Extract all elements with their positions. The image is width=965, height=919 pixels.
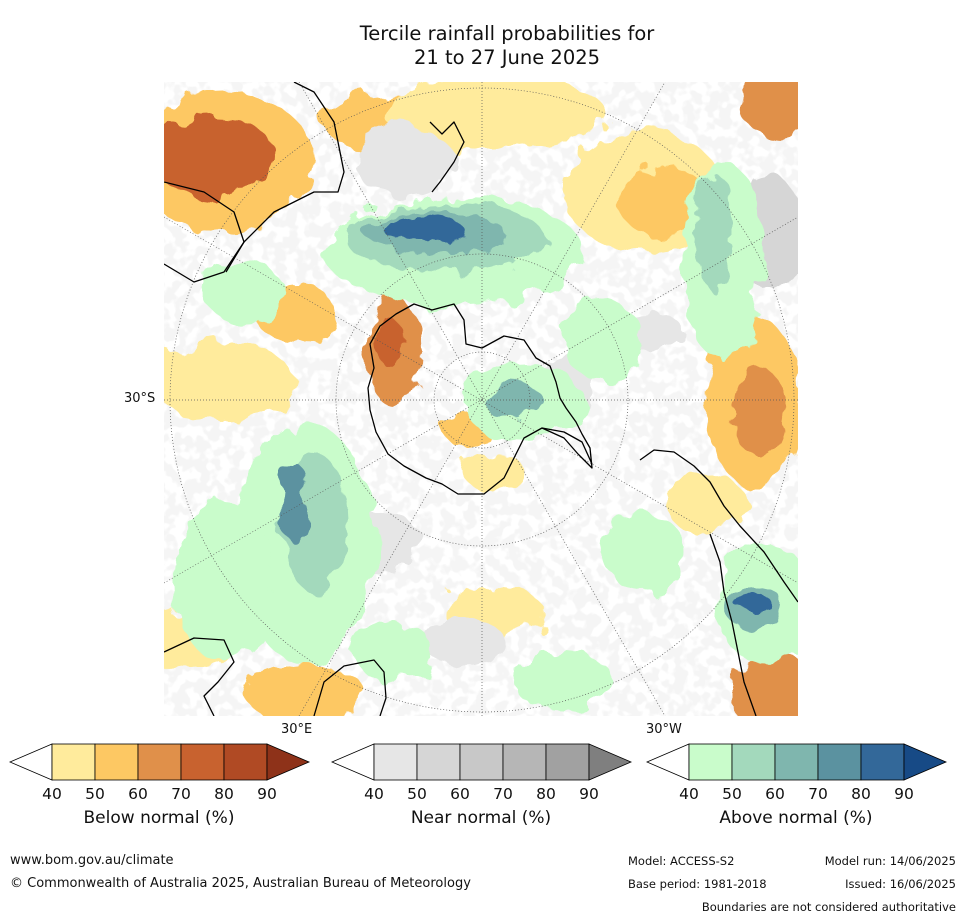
near-normal-swatch-1 [373,743,418,781]
colorbar-above-normal-graphic [646,743,948,781]
above-tick-60: 60 [765,785,785,803]
new-zealand [429,121,465,193]
near-tick-90: 90 [579,785,599,803]
near-tick-70: 70 [493,785,513,803]
polar-map-graphic [164,82,798,716]
south-america-coast [639,449,798,603]
below-normal-swatch-6 [266,743,311,781]
website-link[interactable]: www.bom.gov.au/climate [10,853,174,868]
model-text: Model: ACCESS-S2 [628,854,735,868]
title-line-2: 21 to 27 June 2025 [413,46,601,69]
near-normal-swatch-0 [331,743,375,781]
colorbar-below-normal [9,743,311,783]
above-normal-label: Above normal (%) [719,808,873,828]
australia-coast [313,659,387,716]
below-tick-70: 70 [171,785,191,803]
above-tick-40: 40 [679,785,699,803]
lon-label-30w: 30°W [646,722,682,737]
above-normal-swatch-3 [774,743,819,781]
colorbar-above-normal [646,743,948,783]
below-tick-90: 90 [257,785,277,803]
continent-top-left [225,82,345,273]
near-tick-80: 80 [536,785,556,803]
model-run-text: Model run: 14/06/2025 [824,854,956,868]
near-normal-swatch-3 [459,743,504,781]
polar-map[interactable] [164,82,798,716]
near-tick-50: 50 [407,785,427,803]
below-tick-40: 40 [42,785,62,803]
issued-text: Issued: 16/06/2025 [845,877,956,891]
above-normal-swatch-4 [817,743,862,781]
below-tick-50: 50 [85,785,105,803]
coastlines [164,82,798,716]
above-normal-regions [174,162,798,712]
near-normal-label: Near normal (%) [410,808,552,828]
above-normal-swatch-5 [860,743,905,781]
base-period-text: Base period: 1981-2018 [628,877,767,891]
near-normal-swatch-5 [545,743,590,781]
colorbar-near-normal [331,743,633,783]
above-normal-swatch-1 [688,743,733,781]
antarctica-outline [367,303,593,495]
disclaimer-text: Boundaries are not considered authoritat… [701,900,956,914]
colorbar-near-normal-graphic [331,743,633,781]
above-normal-swatch-0 [646,743,690,781]
graticule [164,82,798,716]
colorbar-below-normal-graphic [9,743,311,781]
near-normal-swatch-2 [416,743,461,781]
lat-label-30s: 30°S [124,391,156,406]
above-tick-80: 80 [851,785,871,803]
below-normal-swatch-1 [51,743,96,781]
below-normal-swatch-5 [223,743,268,781]
africa-coast [164,637,235,716]
antarctic-peninsula [541,427,593,465]
title-line-1: Tercile rainfall probabilities for [359,22,655,45]
below-normal-swatch-4 [180,743,225,781]
near-normal-swatch-6 [588,743,633,781]
above-tick-70: 70 [808,785,828,803]
below-normal-swatch-2 [94,743,139,781]
below-normal-label: Below normal (%) [83,808,235,828]
map-title: Tercile rainfall probabilities for 21 to… [0,22,965,70]
above-normal-swatch-6 [903,743,948,781]
above-tick-90: 90 [894,785,914,803]
south-america-east [709,533,757,716]
below-normal-swatch-0 [9,743,53,781]
above-normal-swatch-2 [731,743,776,781]
above-tick-50: 50 [722,785,742,803]
lon-label-30e: 30°E [281,722,313,737]
near-normal-swatch-4 [502,743,547,781]
below-tick-60: 60 [128,785,148,803]
below-tick-80: 80 [214,785,234,803]
below-normal-swatch-3 [137,743,182,781]
copyright-text: © Commonwealth of Australia 2025, Austra… [10,876,471,891]
near-tick-40: 40 [364,785,384,803]
near-tick-60: 60 [450,785,470,803]
